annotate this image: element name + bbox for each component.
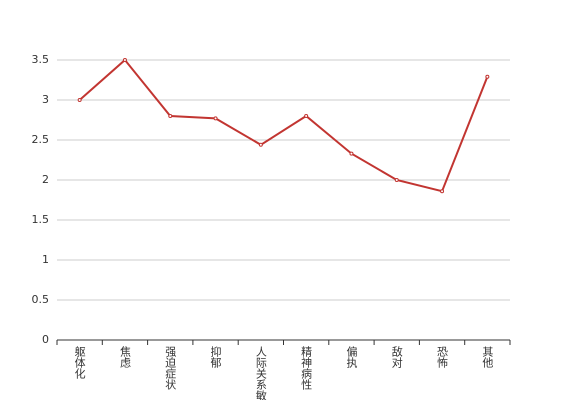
y-tick-label: 1 [42,253,49,266]
line [78,58,489,193]
y-tick-label: 2 [42,173,49,186]
point [394,178,399,182]
x-tick-label: 偏执 [345,345,358,369]
point [168,114,173,118]
x-tick-label: 焦虑 [118,346,131,368]
y-tick-label: 3 [42,93,49,106]
point [122,58,127,62]
x-tick-label: 精神病性 [300,346,313,391]
point [440,189,445,194]
point [304,114,309,118]
y-tick-label: 3.5 [32,53,50,66]
y-tick-label: 2.5 [32,133,50,146]
y-tick-label: 0.5 [32,293,50,306]
x-tick-label: 强迫症状 [164,346,177,390]
point [213,116,218,121]
point [77,98,82,102]
point [485,74,490,79]
x-tick-label: 抑郁 [209,345,222,368]
y-tick-label: 0 [42,333,49,346]
x-tick-label: 敌对 [390,345,403,368]
x-tick-label: 恐怖 [436,346,449,368]
y-tick-label: 1.5 [32,213,50,226]
x-tick-label: 其他 [481,346,494,368]
x-tick-label: 人际关系敏感 [254,346,267,400]
x-tick-label: 躯体化 [73,346,86,380]
point [258,142,263,147]
point [349,151,354,156]
